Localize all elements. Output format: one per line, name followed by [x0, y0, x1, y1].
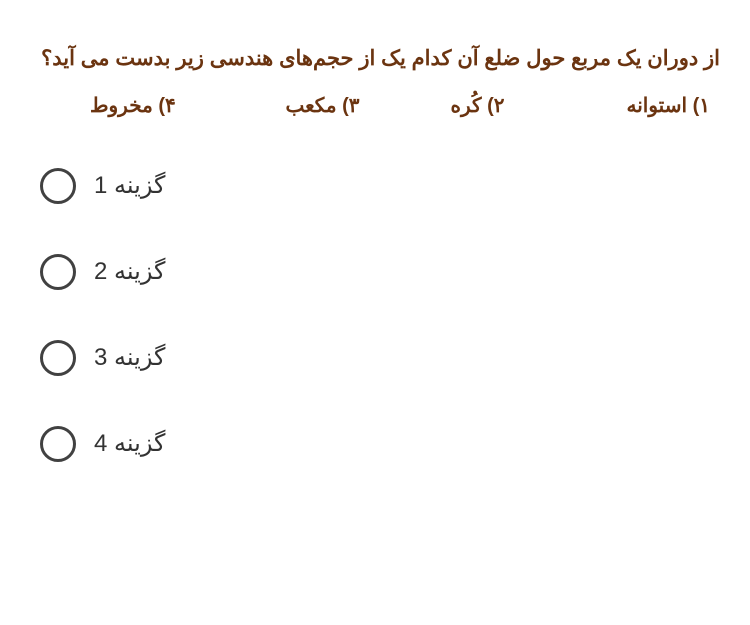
option-label-2: گزینه 2: [94, 257, 165, 286]
answer-num-1: ۱): [693, 95, 710, 117]
answer-num-4: ۴): [158, 95, 175, 117]
option-item-3[interactable]: گزینه 3: [40, 340, 720, 376]
answer-item-3: ۳) مکعب: [245, 93, 400, 118]
answers-row: ۱) استوانه ۲) کُره ۳) مکعب ۴) مخروط: [30, 93, 720, 118]
answer-item-4: ۴) مخروط: [40, 93, 245, 118]
answer-label-1: استوانه: [626, 95, 687, 117]
radio-circle-icon[interactable]: [40, 168, 76, 204]
option-label-4: گزینه 4: [94, 429, 165, 458]
answer-num-2: ۲): [487, 95, 504, 117]
radio-circle-icon[interactable]: [40, 426, 76, 462]
answer-item-2: ۲) کُره: [400, 93, 555, 118]
option-label-1: گزینه 1: [94, 171, 165, 200]
answer-label-4: مخروط: [90, 95, 153, 117]
answer-item-1: ۱) استوانه: [555, 93, 710, 118]
option-item-4[interactable]: گزینه 4: [40, 426, 720, 462]
question-text: از دوران یک مربع حول ضلع آن کدام یک از ح…: [30, 40, 720, 78]
option-item-2[interactable]: گزینه 2: [40, 254, 720, 290]
options-list: گزینه 1 گزینه 2 گزینه 3 گزینه 4: [30, 168, 720, 462]
radio-circle-icon[interactable]: [40, 254, 76, 290]
answer-label-2: کُره: [450, 95, 481, 117]
option-item-1[interactable]: گزینه 1: [40, 168, 720, 204]
answer-num-3: ۳): [342, 95, 359, 117]
answer-label-3: مکعب: [285, 95, 336, 117]
option-label-3: گزینه 3: [94, 343, 165, 372]
radio-circle-icon[interactable]: [40, 340, 76, 376]
